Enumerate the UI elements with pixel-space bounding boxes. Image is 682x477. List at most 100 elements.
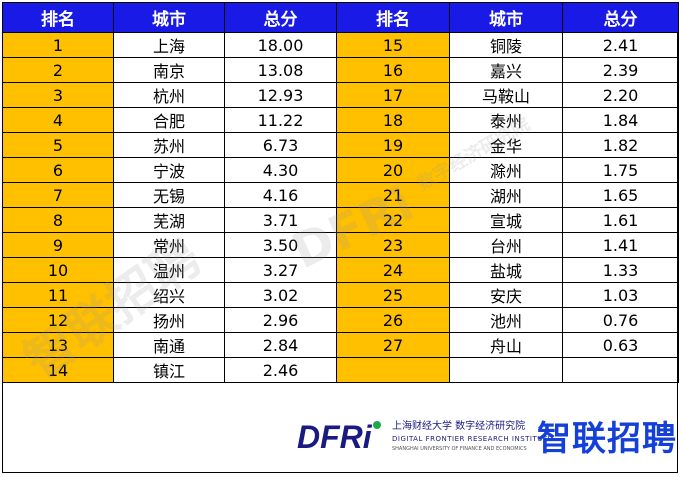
right-score-cell: 2.41 <box>562 32 679 58</box>
right-rank-cell: 27 <box>336 332 450 358</box>
right-city-cell: 泰州 <box>449 107 563 133</box>
right-score-cell: 1.33 <box>562 257 679 283</box>
table-row: 9 常州 3.50 23 台州 1.41 <box>2 232 679 258</box>
left-rank-cell: 9 <box>2 232 114 258</box>
right-city-cell: 池州 <box>449 307 563 333</box>
left-rank-cell: 7 <box>2 182 114 208</box>
left-rank-cell: 2 <box>2 57 114 83</box>
left-city-cell: 扬州 <box>113 307 225 333</box>
left-score-cell: 6.73 <box>224 132 337 158</box>
institute-university-en: SHANGHAI UNIVERSITY OF FINANCE AND ECONO… <box>392 446 527 452</box>
right-rank-cell: 23 <box>336 232 450 258</box>
table-row: 1 上海 18.00 15 铜陵 2.41 <box>2 32 679 58</box>
right-city-cell: 滁州 <box>449 157 563 183</box>
left-score-cell: 3.02 <box>224 282 337 308</box>
left-city-cell: 宁波 <box>113 157 225 183</box>
right-city-cell: 台州 <box>449 232 563 258</box>
left-score-cell: 4.16 <box>224 182 337 208</box>
right-rank-cell: 19 <box>336 132 450 158</box>
left-rank-cell: 6 <box>2 157 114 183</box>
left-city-cell: 南通 <box>113 332 225 358</box>
left-score-cell: 12.93 <box>224 82 337 108</box>
right-score-cell: 1.61 <box>562 207 679 233</box>
dfri-logo-icon: DFRi <box>297 419 381 453</box>
right-rank-cell: 18 <box>336 107 450 133</box>
left-score-cell: 3.50 <box>224 232 337 258</box>
right-empty-rank-cell <box>336 357 450 383</box>
right-city-cell: 盐城 <box>449 257 563 283</box>
left-score-cell: 18.00 <box>224 32 337 58</box>
left-rank-cell: 13 <box>2 332 114 358</box>
institute-name-cn: 上海财经大学 数字经济研究院 <box>392 421 526 432</box>
header-rank-right: 排名 <box>336 2 450 33</box>
table-row: 8 芜湖 3.71 22 宣城 1.61 <box>2 207 679 233</box>
left-score-cell: 2.96 <box>224 307 337 333</box>
right-city-cell: 宣城 <box>449 207 563 233</box>
right-city-cell: 马鞍山 <box>449 82 563 108</box>
right-score-cell: 0.76 <box>562 307 679 333</box>
left-rank-cell: 3 <box>2 82 114 108</box>
left-city-cell: 绍兴 <box>113 282 225 308</box>
left-rank-cell: 11 <box>2 282 114 308</box>
left-rank-cell: 8 <box>2 207 114 233</box>
right-score-cell: 2.39 <box>562 57 679 83</box>
zhilian-zhaopin-logo: 智联招聘 <box>537 419 677 459</box>
table-row: 13 南通 2.84 27 舟山 0.63 <box>2 332 679 358</box>
right-empty-score-cell <box>562 357 679 383</box>
right-score-cell: 0.63 <box>562 332 679 358</box>
left-city-cell: 无锡 <box>113 182 225 208</box>
table-row: 10 温州 3.27 24 盐城 1.33 <box>2 257 679 283</box>
left-city-cell: 苏州 <box>113 132 225 158</box>
institute-name-en: DIGITAL FRONTIER RESEARCH INSTITUTE <box>392 435 553 443</box>
header-city-right: 城市 <box>449 2 563 33</box>
right-score-cell: 2.20 <box>562 82 679 108</box>
table-row: 14 镇江 2.46 <box>2 357 679 383</box>
right-score-cell: 1.75 <box>562 157 679 183</box>
table-row: 11 绍兴 3.02 25 安庆 1.03 <box>2 282 679 308</box>
right-rank-cell: 16 <box>336 57 450 83</box>
left-score-cell: 2.46 <box>224 357 337 383</box>
left-city-cell: 镇江 <box>113 357 225 383</box>
right-empty-city-cell <box>449 357 563 383</box>
left-score-cell: 11.22 <box>224 107 337 133</box>
table-row: 6 宁波 4.30 20 滁州 1.75 <box>2 157 679 183</box>
right-city-cell: 安庆 <box>449 282 563 308</box>
header-rank-left: 排名 <box>2 2 114 33</box>
left-city-cell: 上海 <box>113 32 225 58</box>
right-rank-cell: 15 <box>336 32 450 58</box>
table-row: 12 扬州 2.96 26 池州 0.76 <box>2 307 679 333</box>
right-score-cell: 1.65 <box>562 182 679 208</box>
right-rank-cell: 25 <box>336 282 450 308</box>
left-rank-cell: 4 <box>2 107 114 133</box>
right-score-cell: 1.82 <box>562 132 679 158</box>
table-row: 7 无锡 4.16 21 湖州 1.65 <box>2 182 679 208</box>
left-score-cell: 3.27 <box>224 257 337 283</box>
right-score-cell: 1.03 <box>562 282 679 308</box>
left-score-cell: 2.84 <box>224 332 337 358</box>
left-rank-cell: 10 <box>2 257 114 283</box>
table-row: 2 南京 13.08 16 嘉兴 2.39 <box>2 57 679 83</box>
left-city-cell: 合肥 <box>113 107 225 133</box>
table-row: 3 杭州 12.93 17 马鞍山 2.20 <box>2 82 679 108</box>
right-score-cell: 1.84 <box>562 107 679 133</box>
left-score-cell: 4.30 <box>224 157 337 183</box>
right-city-cell: 金华 <box>449 132 563 158</box>
left-rank-cell: 5 <box>2 132 114 158</box>
right-rank-cell: 26 <box>336 307 450 333</box>
left-city-cell: 温州 <box>113 257 225 283</box>
right-city-cell: 嘉兴 <box>449 57 563 83</box>
left-rank-cell: 12 <box>2 307 114 333</box>
left-score-cell: 13.08 <box>224 57 337 83</box>
left-city-cell: 芜湖 <box>113 207 225 233</box>
dfri-logo-text: DFRi <box>297 419 373 453</box>
left-rank-cell: 1 <box>2 32 114 58</box>
left-rank-cell: 14 <box>2 357 114 383</box>
header-score-left: 总分 <box>224 2 337 33</box>
footer-logos: DFRi 上海财经大学 数字经济研究院 DIGITAL FRONTIER RES… <box>2 401 678 473</box>
header-score-right: 总分 <box>562 2 679 33</box>
right-rank-cell: 20 <box>336 157 450 183</box>
left-city-cell: 杭州 <box>113 82 225 108</box>
right-rank-cell: 21 <box>336 182 450 208</box>
right-score-cell: 1.41 <box>562 232 679 258</box>
right-city-cell: 舟山 <box>449 332 563 358</box>
